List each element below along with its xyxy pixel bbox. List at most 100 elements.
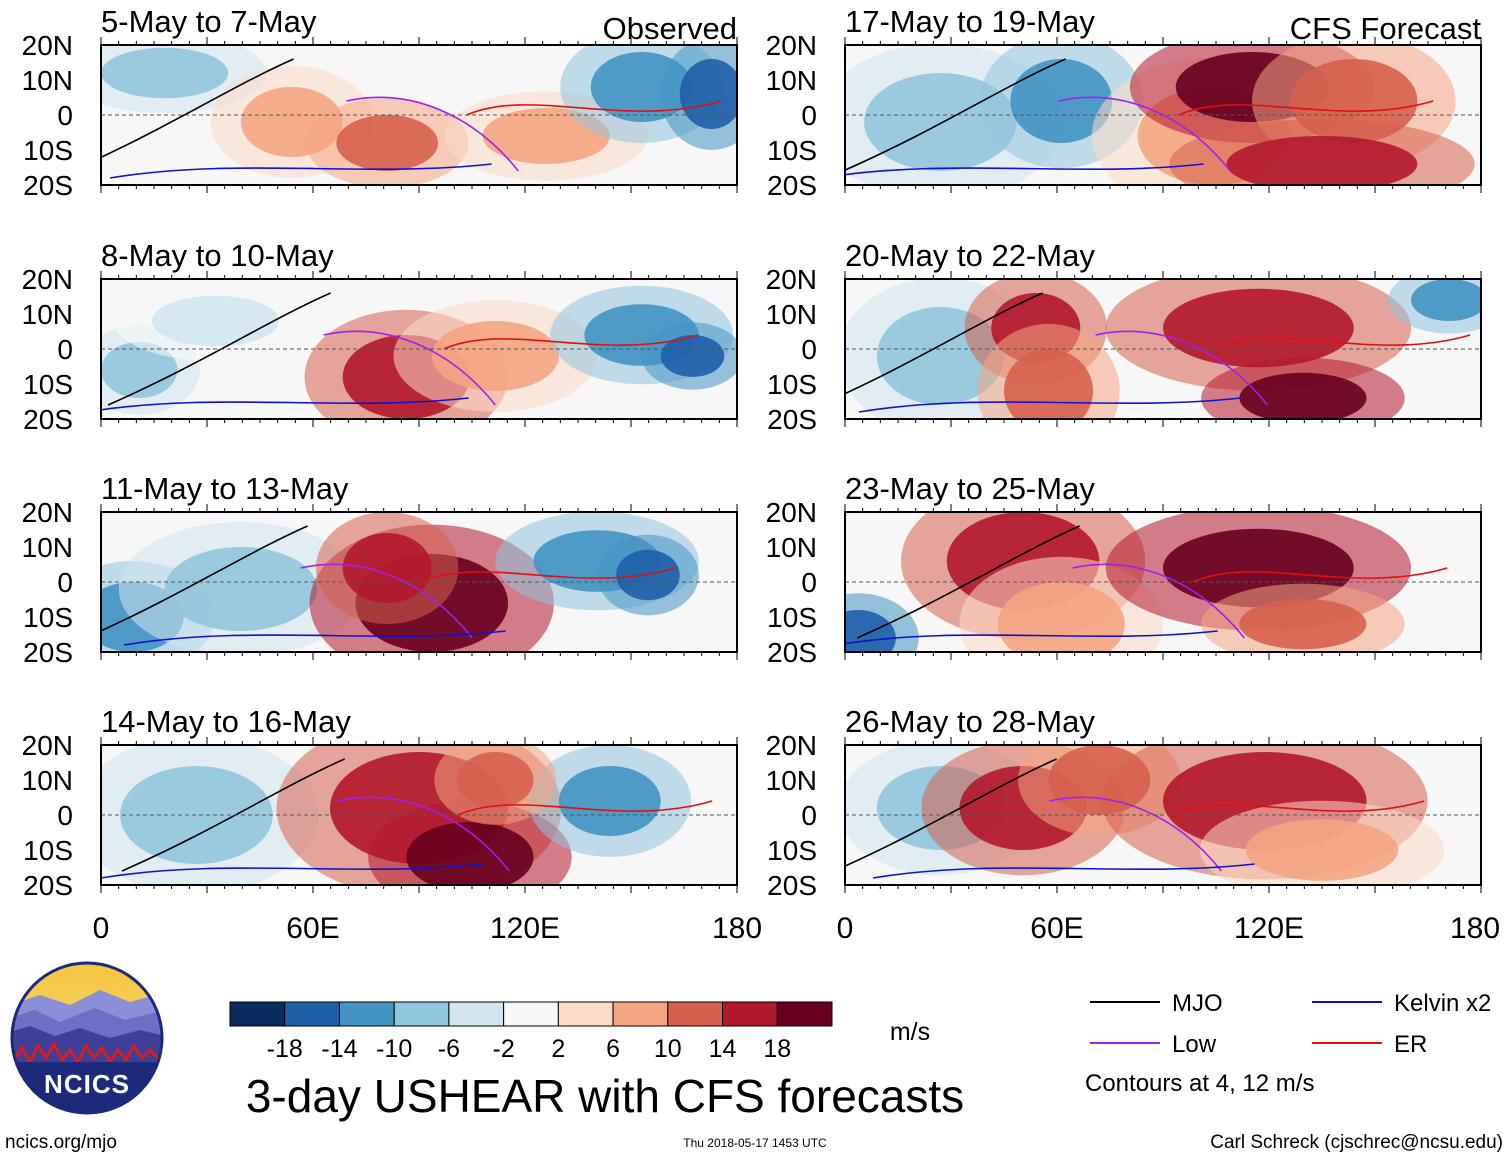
colorbar-units: m/s: [890, 1018, 930, 1046]
lat-label: 10S: [23, 135, 73, 166]
shear-field: [1226, 136, 1418, 185]
contour-line: [466, 100, 722, 116]
lat-label: 20S: [767, 170, 817, 201]
contour-line: [1072, 563, 1245, 639]
legend-note: Contours at 4, 12 m/s: [1085, 1070, 1314, 1097]
legend-label-er: ER: [1394, 1031, 1427, 1058]
lat-label: 0: [801, 800, 817, 831]
lat-label: 20S: [767, 404, 817, 435]
panel-title: 8-May to 10-May: [101, 238, 334, 273]
lon-label: 0: [93, 912, 110, 945]
panel-title: 14-May to 16-May: [101, 704, 351, 739]
lat-label: 20S: [23, 870, 73, 901]
contour-line: [123, 630, 506, 646]
legend-label-kelvin: Kelvin x2: [1394, 990, 1491, 1017]
colorbar-tick-label: 6: [606, 1035, 620, 1063]
shear-field: [1245, 819, 1399, 881]
lat-label: 20N: [766, 30, 817, 61]
lon-label: 60E: [1030, 912, 1083, 945]
shear-field: [406, 822, 534, 885]
lon-label: 180: [1450, 912, 1500, 945]
shear-field: [1163, 288, 1354, 368]
lon-axis-left: 0 60E 120E 180: [93, 912, 762, 945]
contour-line: [101, 525, 308, 632]
main-title: 3-day USHEAR with CFS forecasts: [246, 1070, 964, 1122]
lat-label: 10S: [23, 369, 73, 400]
lat-label: 20S: [23, 404, 73, 435]
panel-1: 5-May to 7-May Observed 20N 10N 0 10S 20S: [22, 4, 738, 201]
colorbar-swatch: [557, 1001, 614, 1027]
lon-axis-right: 0 60E 120E 180: [837, 912, 1500, 945]
lat-label: 0: [801, 334, 817, 365]
contour-line: [1049, 796, 1222, 872]
shear-field: [558, 766, 661, 836]
contour-line: [845, 58, 1066, 171]
contour-line: [845, 630, 1218, 645]
contour-line: [856, 525, 1080, 639]
contour-line: [420, 567, 676, 583]
lat-label: 20N: [22, 264, 73, 295]
colorbar-swatch: [667, 1001, 724, 1027]
lat-label: 0: [57, 567, 73, 598]
legend-label-low: Low: [1172, 1031, 1217, 1058]
shear-field: [679, 59, 737, 129]
lat-label: 20N: [22, 730, 73, 761]
colorbar-swatch: [776, 1001, 833, 1027]
contour-line: [845, 292, 1043, 395]
lat-label: 10S: [767, 135, 817, 166]
panel-title: 20-May to 22-May: [845, 238, 1095, 273]
colorbar-swatch: [448, 1001, 505, 1027]
lat-label: 10N: [22, 65, 73, 96]
panel-2: 8-May to 10-May 20N 10N 0 10S 20S: [22, 238, 738, 435]
shear-field: [616, 549, 680, 601]
lat-label: 10N: [22, 532, 73, 563]
contour-line: [1178, 100, 1434, 116]
colorbar-swatch: [338, 1001, 395, 1027]
shear-field: [482, 108, 610, 164]
lat-label: 0: [57, 334, 73, 365]
colorbar-tick-label: -2: [493, 1035, 515, 1063]
panel-tag: Observed: [603, 11, 737, 46]
lat-label: 20N: [766, 497, 817, 528]
lat-label: 20S: [23, 170, 73, 201]
colorbar-swatch: [503, 1001, 559, 1027]
ncics-logo: NCICS: [10, 961, 164, 1115]
lat-label: 20S: [767, 870, 817, 901]
shear-field: [120, 766, 273, 864]
lat-label: 20N: [766, 730, 817, 761]
panel-6: 20-May to 22-May 20N 10N 0 10S 20S: [766, 238, 1482, 435]
shear-field: [336, 115, 439, 171]
lat-label: 20S: [767, 637, 817, 668]
lat-label: 20N: [22, 30, 73, 61]
shear-field: [1239, 598, 1367, 650]
contour-line: [872, 863, 1255, 879]
panel-title: 26-May to 28-May: [845, 704, 1095, 739]
contour-line: [457, 800, 713, 816]
lon-label: 0: [837, 912, 854, 945]
panel-title: 5-May to 7-May: [101, 4, 317, 39]
shear-field: [1411, 279, 1481, 321]
contour-line: [101, 58, 294, 159]
panel-7: 23-May to 25-May 20N 10N 0 10S 20S: [766, 471, 1482, 668]
contour-line: [1058, 96, 1231, 172]
colorbar-swatch: [612, 1001, 669, 1027]
contour-line: [323, 330, 496, 406]
lat-label: 10N: [766, 765, 817, 796]
shear-field: [342, 533, 432, 603]
contour-line: [101, 397, 469, 411]
lat-label: 10S: [23, 835, 73, 866]
contour-legend: MJO Kelvin x2 Low ER Contours at 4, 12 m…: [1085, 990, 1491, 1097]
shear-field: [101, 47, 229, 99]
lat-label: 10N: [22, 765, 73, 796]
contour-line: [107, 292, 331, 406]
footer-url: ncics.org/mjo: [5, 1132, 117, 1153]
contour-line: [845, 163, 1204, 176]
lon-label: 60E: [286, 912, 339, 945]
shear-field: [431, 321, 559, 391]
lat-label: 10N: [22, 299, 73, 330]
lat-label: 0: [57, 100, 73, 131]
lon-label: 120E: [1234, 912, 1304, 945]
footer-timestamp: Thu 2018-05-17 1453 UTC: [683, 1136, 827, 1150]
lat-label: 0: [801, 567, 817, 598]
